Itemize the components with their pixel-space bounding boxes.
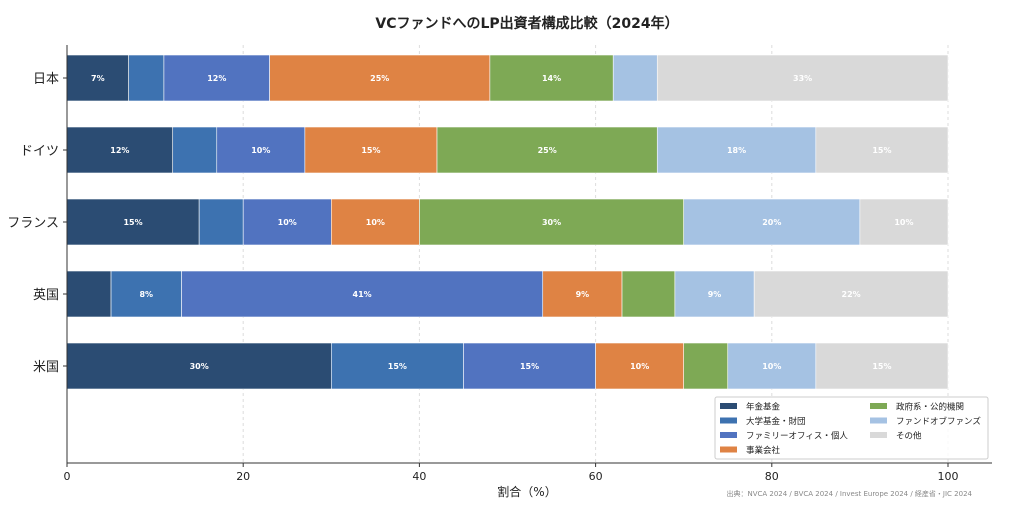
data-label: 10% (630, 362, 649, 371)
x-tick-label: 100 (938, 470, 959, 483)
legend-label: その他 (896, 431, 922, 442)
legend-label: ファミリーオフィス・個人 (746, 431, 848, 442)
bar-segment (815, 342, 949, 390)
x-tick-label: 20 (236, 470, 250, 483)
bar-segment (128, 54, 165, 102)
y-tick-label: 英国 (33, 288, 59, 303)
bar-segment (683, 198, 861, 246)
source-note: 出典：NVCA 2024 / BVCA 2024 / Invest Europe… (726, 489, 972, 498)
data-label: 15% (872, 146, 891, 155)
legend-swatch (870, 432, 887, 438)
bar-segment (198, 198, 244, 246)
bar-segment (621, 270, 676, 318)
chart-title: VCファンドへのLP出資者構成比較（2024年） (375, 15, 678, 32)
legend-swatch (720, 403, 737, 409)
bar-segment (612, 54, 658, 102)
bar-segment (66, 198, 200, 246)
data-label: 10% (894, 218, 913, 227)
data-label: 22% (842, 290, 861, 299)
data-label: 15% (872, 362, 891, 371)
data-label: 15% (388, 362, 407, 371)
bar-segment (110, 270, 182, 318)
data-label: 9% (708, 290, 722, 299)
legend-label: 大学基金・財団 (746, 416, 806, 427)
legend-label: ファンドオブファンズ (896, 416, 981, 427)
legend-label: 年金基金 (746, 402, 781, 413)
data-label: 15% (123, 218, 142, 227)
data-label: 10% (278, 218, 297, 227)
data-label: 33% (793, 74, 812, 83)
y-tick-label: フランス (7, 216, 59, 231)
bar-segment (656, 54, 949, 102)
legend-swatch (720, 432, 737, 438)
data-label: 12% (110, 146, 129, 155)
data-label: 30% (190, 362, 209, 371)
bar-segment (683, 342, 729, 390)
data-label: 7% (91, 74, 105, 83)
data-label: 9% (576, 290, 590, 299)
bar-segment (66, 126, 174, 174)
data-label: 18% (727, 146, 746, 155)
bar-segment (172, 126, 218, 174)
bar-segment (656, 126, 817, 174)
bar-segment (330, 342, 464, 390)
y-tick-label: 米国 (33, 360, 59, 375)
legend-label: 政府系・公的機関 (896, 402, 964, 413)
data-label: 12% (207, 74, 226, 83)
data-label: 10% (251, 146, 270, 155)
bar-segment (216, 126, 306, 174)
bar-segment (815, 126, 949, 174)
x-tick-label: 0 (64, 470, 71, 483)
bar-segment (489, 54, 614, 102)
data-label: 14% (542, 74, 561, 83)
bar-segment (595, 342, 684, 390)
data-label: 25% (370, 74, 389, 83)
bar-segment (859, 198, 949, 246)
y-tick-label: 日本 (33, 72, 59, 87)
data-label: 10% (366, 218, 385, 227)
bar-segment (269, 54, 491, 102)
data-label: 41% (353, 290, 372, 299)
legend-label: 事業会社 (746, 445, 781, 456)
data-label: 15% (361, 146, 380, 155)
x-tick-label: 60 (589, 470, 603, 483)
legend-swatch (720, 417, 737, 424)
bar-segment (436, 126, 658, 174)
bar-segment (419, 198, 684, 246)
data-label: 25% (538, 146, 557, 155)
x-axis-label: 割合（%） (497, 484, 556, 499)
bar-segment (163, 54, 270, 102)
bar-segment (304, 126, 438, 174)
data-label: 10% (762, 362, 781, 371)
bar-segment (242, 198, 332, 246)
x-tick-label: 80 (765, 470, 779, 483)
bar-segment (674, 270, 755, 318)
bar-segment (542, 270, 623, 318)
bar-segment (753, 270, 949, 318)
legend-swatch (720, 446, 737, 453)
bar-segment (330, 198, 420, 246)
data-label: 8% (139, 290, 153, 299)
y-tick-label: ドイツ (20, 144, 59, 159)
bar-segment (727, 342, 817, 390)
x-tick-label: 40 (412, 470, 426, 483)
legend-swatch (870, 403, 887, 409)
data-label: 20% (762, 218, 781, 227)
data-label: 30% (542, 218, 561, 227)
legend-swatch (870, 417, 887, 424)
legend-box (714, 396, 989, 460)
data-label: 15% (520, 362, 539, 371)
bar-segment (66, 270, 112, 318)
